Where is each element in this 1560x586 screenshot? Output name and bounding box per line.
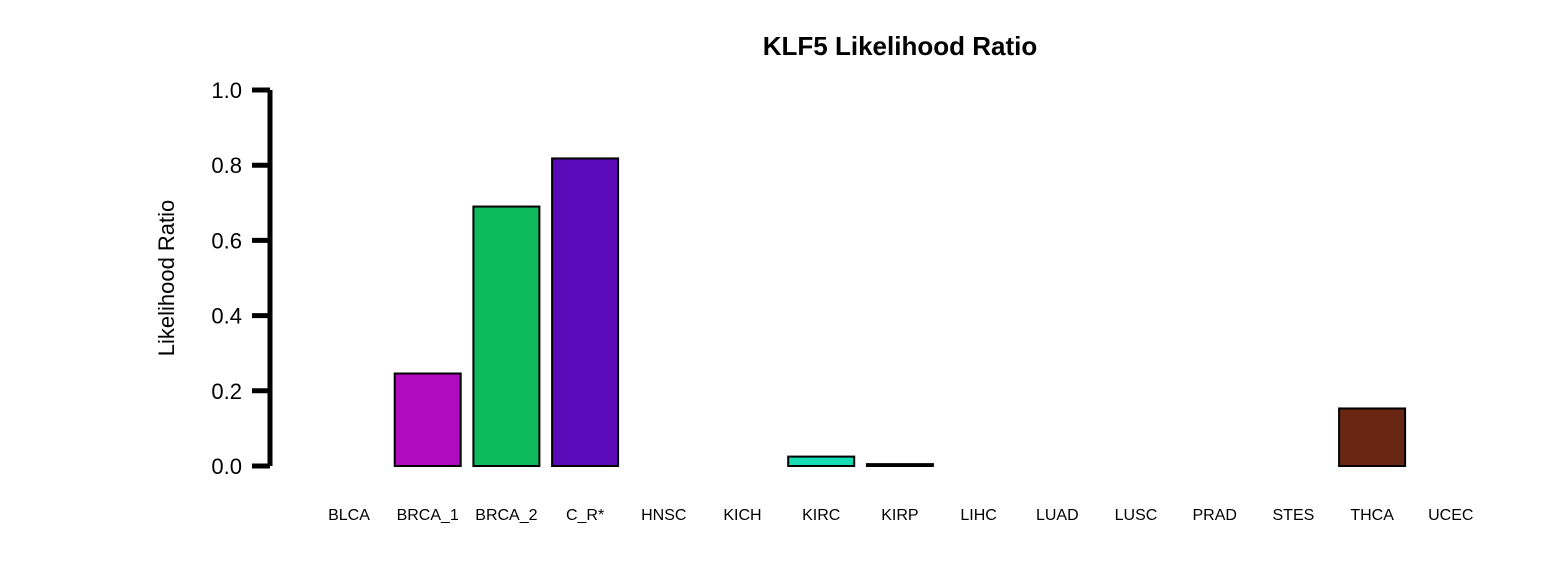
x-tick-label: STES (1273, 507, 1315, 524)
bar-brca-1 (393, 372, 462, 467)
x-tick-label: KIRC (802, 507, 840, 524)
y-axis-label: Likelihood Ratio (154, 200, 179, 357)
bar-brca-2 (472, 205, 541, 467)
x-tick-label: LUSC (1115, 507, 1158, 524)
bar-thca (1338, 407, 1407, 467)
y-tick-label: 0.4 (211, 304, 242, 329)
x-tick-label: KIRP (881, 507, 918, 524)
y-tick-label: 0.6 (211, 228, 242, 253)
x-tick-labels: BLCA BRCA_1 BRCA_2 C_R* HNSC KICH KIRC KIRP LIHC… (328, 507, 1473, 524)
bar-kirc (787, 455, 856, 468)
y-tick-label: 0.0 (211, 454, 242, 479)
x-tick-label: BLCA (328, 507, 370, 524)
x-tick-label: HNSC (641, 507, 686, 524)
x-tick-label: KICH (723, 507, 761, 524)
bar-kirp (865, 463, 934, 467)
x-tick-label: UCEC (1428, 507, 1473, 524)
x-tick-label: PRAD (1192, 507, 1236, 524)
x-tick-label: LUAD (1036, 507, 1079, 524)
y-tick-label: 0.2 (211, 379, 242, 404)
y-axis: 0.0 0.2 0.4 0.6 0.8 1.0 (211, 78, 273, 479)
chart-title: KLF5 Likelihood Ratio (763, 31, 1037, 61)
bars-group (393, 157, 1407, 468)
x-tick-label: THCA (1350, 507, 1394, 524)
x-tick-label: BRCA_1 (397, 507, 459, 524)
x-tick-label: C_R* (566, 507, 604, 524)
x-tick-label: BRCA_2 (475, 507, 537, 524)
y-tick-label: 1.0 (211, 78, 242, 103)
bar-c-r- (551, 157, 620, 467)
y-tick-label: 0.8 (211, 153, 242, 178)
x-tick-label: LIHC (960, 507, 996, 524)
